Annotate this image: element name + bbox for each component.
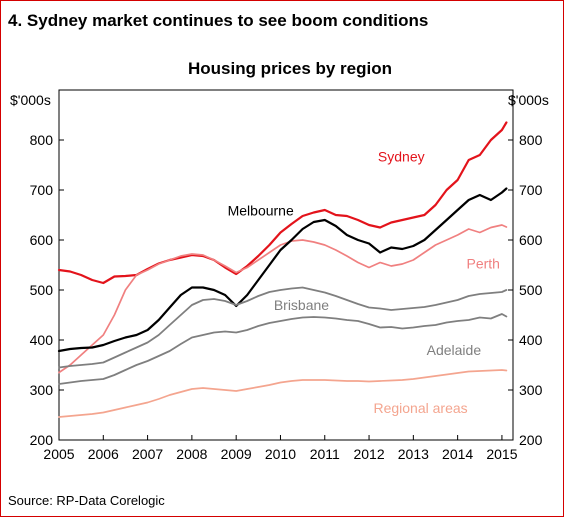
y-tick-label-right: 400 bbox=[519, 332, 543, 348]
y-tick-label-left: 400 bbox=[30, 332, 54, 348]
y-tick-label-right: 300 bbox=[519, 382, 543, 398]
series-labels: Sydney Melbourne Perth Brisbane Adelaide Regi… bbox=[228, 149, 500, 417]
x-tick-label: 2009 bbox=[221, 446, 252, 462]
y-tick-label-right: 600 bbox=[519, 232, 543, 248]
series-label-regional-areas: Regional areas bbox=[373, 400, 467, 416]
x-tick-label: 2005 bbox=[43, 446, 74, 462]
plot-area bbox=[58, 89, 514, 441]
source-note: Source: RP-Data Corelogic bbox=[8, 493, 165, 508]
y-tick-label-left: 300 bbox=[30, 382, 54, 398]
series-line-adelaide bbox=[58, 313, 508, 385]
series-line-sydney bbox=[57, 121, 508, 285]
x-tick-label: 2014 bbox=[442, 446, 473, 462]
y-tick-label-left: 200 bbox=[30, 432, 54, 448]
y-unit-right: $'000s bbox=[508, 92, 549, 108]
series-line-melbourne bbox=[57, 187, 508, 353]
series-line-regional-areas bbox=[58, 369, 508, 418]
series-label-brisbane: Brisbane bbox=[274, 297, 329, 313]
series-label-sydney: Sydney bbox=[378, 149, 425, 165]
x-tick-label: 2007 bbox=[132, 446, 163, 462]
axis-ticks: 200 200 300 300 400 400 500 500 600 600 700 700 800 8… bbox=[30, 132, 543, 462]
y-tick-label-right: 700 bbox=[519, 182, 543, 198]
y-tick-label-left: 800 bbox=[30, 132, 54, 148]
x-tick-label: 2011 bbox=[310, 446, 340, 462]
series-line-perth bbox=[58, 224, 508, 374]
series-lines bbox=[57, 121, 508, 418]
figure-title: 4. Sydney market continues to see boom c… bbox=[8, 11, 428, 30]
x-tick-label: 2015 bbox=[486, 446, 517, 462]
chart-title: Housing prices by region bbox=[188, 59, 392, 78]
series-line-brisbane bbox=[58, 286, 508, 369]
series-label-adelaide: Adelaide bbox=[427, 342, 482, 358]
x-tick-label: 2008 bbox=[176, 446, 207, 462]
y-tick-label-right: 800 bbox=[519, 132, 543, 148]
x-tick-label: 2010 bbox=[265, 446, 296, 462]
x-tick-label: 2012 bbox=[353, 446, 384, 462]
series-label-perth: Perth bbox=[466, 256, 499, 272]
y-tick-label-left: 600 bbox=[30, 232, 54, 248]
y-tick-label-left: 700 bbox=[30, 182, 54, 198]
x-tick-label: 2013 bbox=[398, 446, 429, 462]
y-unit-left: $'000s bbox=[10, 92, 51, 108]
y-tick-label-right: 200 bbox=[519, 432, 543, 448]
series-label-melbourne: Melbourne bbox=[228, 203, 294, 219]
y-tick-label-left: 500 bbox=[30, 282, 54, 298]
x-tick-label: 2006 bbox=[88, 446, 119, 462]
y-tick-label-right: 500 bbox=[519, 282, 543, 298]
